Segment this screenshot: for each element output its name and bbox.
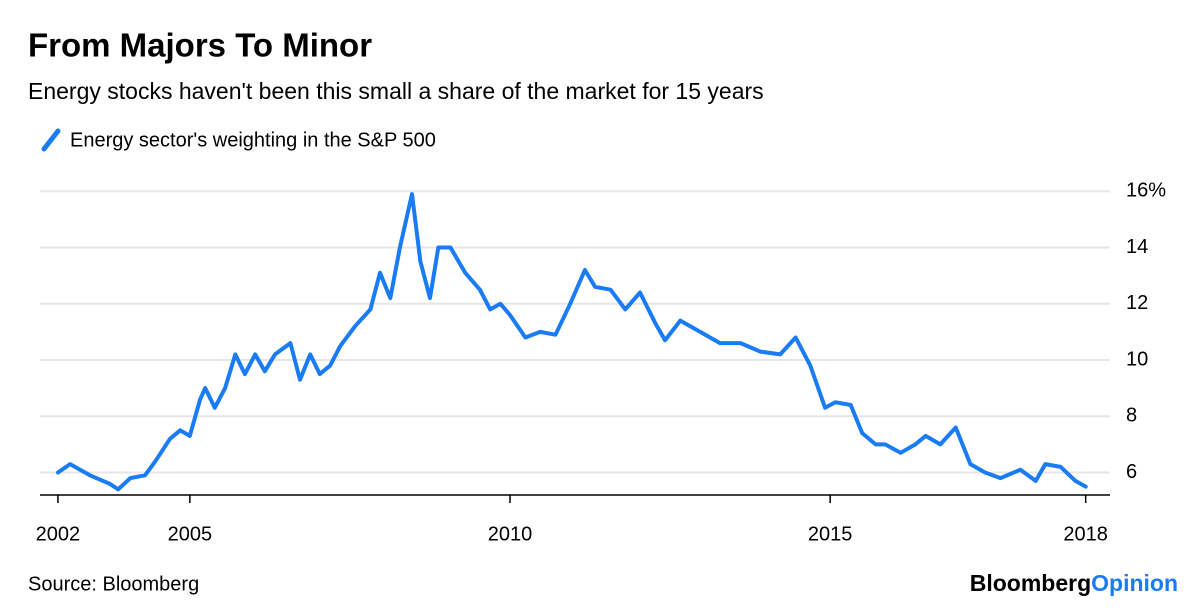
x-tick-label: 2018 bbox=[1063, 523, 1108, 545]
y-tick-label: 6 bbox=[1126, 461, 1137, 483]
x-tick-label: 2005 bbox=[168, 523, 213, 545]
legend-label: Energy sector's weighting in the S&P 500 bbox=[70, 129, 436, 151]
brand: Bloomberg bbox=[970, 570, 1091, 596]
y-tick-label: 10 bbox=[1126, 348, 1148, 370]
chart-title: From Majors To Minor bbox=[28, 27, 372, 64]
x-tick-label: 2010 bbox=[488, 523, 533, 545]
source: Source: Bloomberg bbox=[28, 573, 199, 595]
y-tick-label: 16% bbox=[1126, 180, 1166, 202]
brand-accent: Opinion bbox=[1091, 570, 1178, 596]
y-tick-label: 8 bbox=[1126, 405, 1137, 427]
brand-logo: BloombergOpinion bbox=[970, 570, 1178, 596]
line-series bbox=[55, 192, 1088, 492]
chart-subtitle: Energy stocks haven't been this small a … bbox=[28, 78, 764, 104]
legend-swatch bbox=[41, 128, 61, 152]
y-tick-label: 14 bbox=[1126, 236, 1148, 258]
x-tick-label: 2002 bbox=[36, 523, 81, 545]
x-tick-label: 2015 bbox=[808, 523, 853, 545]
y-tick-label: 12 bbox=[1126, 292, 1148, 314]
